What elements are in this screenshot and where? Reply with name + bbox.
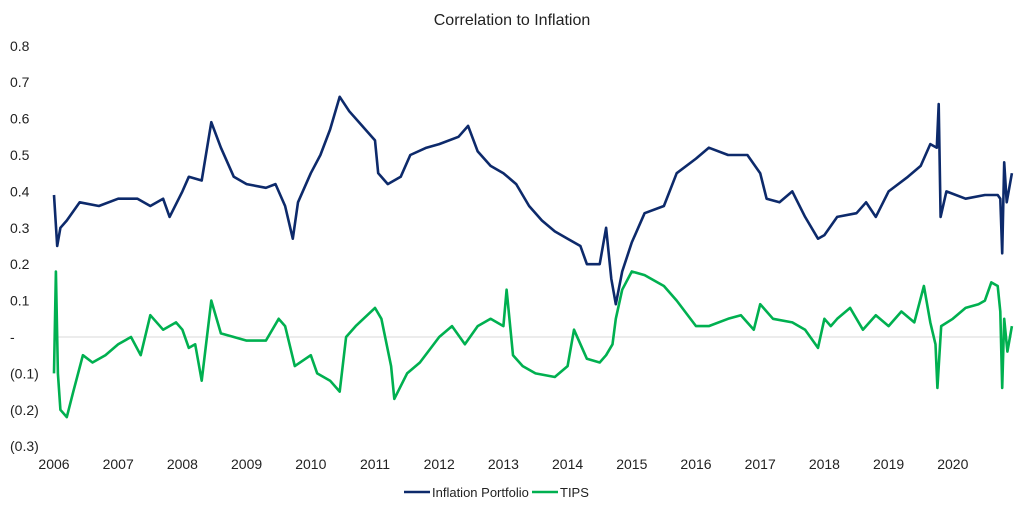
x-tick-label: 2013 (488, 456, 519, 472)
y-tick-label: (0.2) (10, 402, 39, 418)
series-line-inflation-portfolio (52, 95, 1014, 306)
legend-label: TIPS (560, 485, 589, 500)
x-tick-label: 2019 (873, 456, 904, 472)
series-line-tips (52, 270, 1014, 419)
x-tick-label: 2008 (167, 456, 198, 472)
y-tick-label: 0.7 (10, 74, 30, 90)
x-tick-label: 2018 (809, 456, 840, 472)
y-tick-label: - (10, 329, 15, 345)
y-tick-label: (0.1) (10, 365, 39, 381)
y-tick-label: 0.4 (10, 183, 30, 199)
y-tick-label: 0.2 (10, 256, 30, 272)
x-tick-label: 2009 (231, 456, 262, 472)
x-tick-label: 2007 (103, 456, 134, 472)
y-tick-label: 0.8 (10, 38, 30, 54)
y-tick-label: 0.3 (10, 220, 30, 236)
x-tick-label: 2011 (360, 456, 390, 472)
y-tick-label: 0.1 (10, 293, 30, 309)
x-tick-label: 2016 (680, 456, 711, 472)
x-tick-label: 2010 (295, 456, 326, 472)
x-tick-label: 2006 (38, 456, 69, 472)
x-tick-label: 2020 (937, 456, 968, 472)
x-tick-label: 2014 (552, 456, 583, 472)
x-tick-label: 2015 (616, 456, 647, 472)
legend: Inflation Portfolio TIPS (404, 485, 589, 500)
y-tick-label: 0.5 (10, 147, 30, 163)
x-tick-label: 2017 (745, 456, 776, 472)
x-tick-label: 2012 (424, 456, 455, 472)
y-tick-label: (0.3) (10, 438, 39, 454)
legend-label: Inflation Portfolio (432, 485, 529, 500)
chart-title: Correlation to Inflation (434, 12, 591, 29)
y-tick-label: 0.6 (10, 111, 30, 127)
